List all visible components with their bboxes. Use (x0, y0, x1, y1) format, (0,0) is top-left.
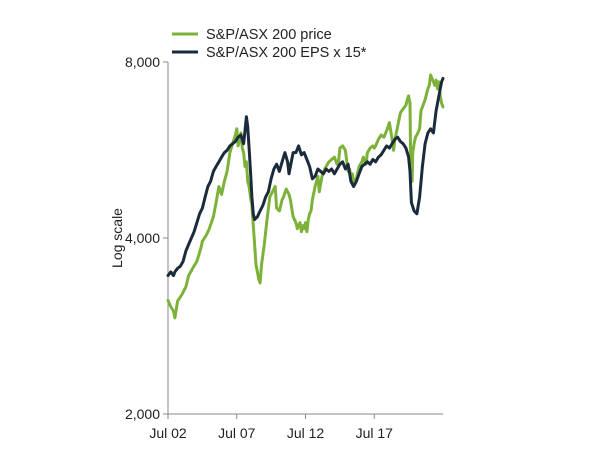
legend-label-price: S&P/ASX 200 price (206, 27, 332, 43)
x-tick-label: Jul 17 (356, 425, 394, 441)
x-axis-ticks: Jul 02 Jul 07 Jul 12 Jul 17 (149, 414, 393, 441)
x-tick-label: Jul 07 (218, 425, 256, 441)
x-tick-label: Jul 02 (149, 425, 187, 441)
y-tick-label: 8,000 (125, 54, 160, 70)
y-tick-label: 4,000 (125, 230, 160, 246)
series-line-eps (166, 76, 445, 278)
legend-label-eps: S&P/ASX 200 EPS x 15* (206, 45, 367, 61)
legend: S&P/ASX 200 price S&P/ASX 200 EPS x 15* (172, 27, 367, 61)
series-line-price (166, 73, 445, 320)
y-axis-ticks: 2,000 4,000 8,000 (125, 54, 168, 422)
y-tick-label: 2,000 (125, 406, 160, 422)
series-layer (166, 73, 445, 320)
x-tick-label: Jul 12 (287, 425, 325, 441)
y-axis-label: Log scale (109, 208, 125, 268)
